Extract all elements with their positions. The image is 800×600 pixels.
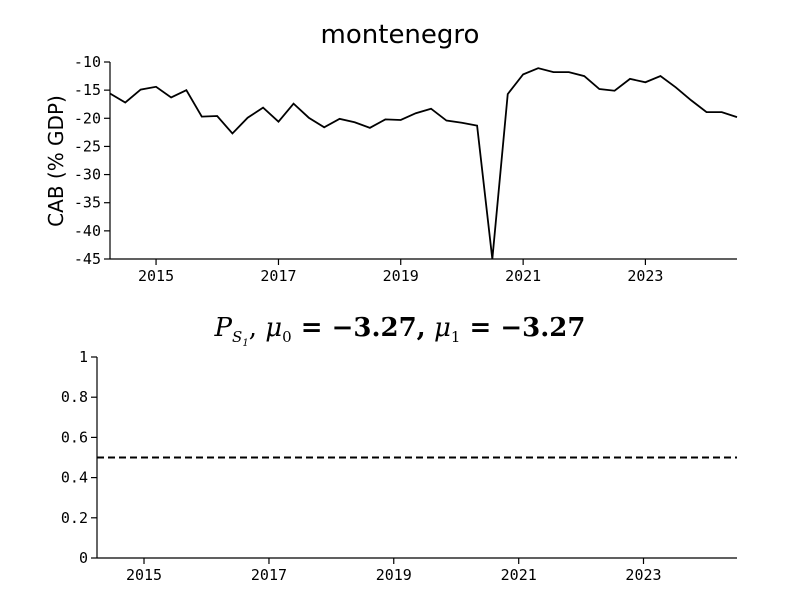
top-data-point — [155, 86, 157, 88]
top-data-point — [400, 119, 402, 121]
bottom-y-tick-label: 0.8 — [61, 388, 88, 406]
top-data-point — [140, 89, 142, 91]
top-data-point — [476, 125, 478, 127]
bottom-chart-x-ticks: 2015 2017 2019 2021 2023 — [126, 558, 662, 584]
top-data-point — [354, 121, 356, 123]
top-data-point — [384, 118, 386, 120]
top-data-point — [430, 108, 432, 110]
top-data-point — [170, 96, 172, 98]
top-data-point — [445, 120, 447, 122]
bottom-y-tick-label: 0 — [79, 549, 88, 567]
top-data-point — [644, 81, 646, 83]
top-data-point — [415, 112, 417, 114]
top-data-point — [598, 88, 600, 90]
top-data-point — [736, 116, 738, 118]
top-data-point — [537, 67, 539, 69]
top-data-point — [247, 117, 249, 119]
top-chart-y-axis-label: CAB (% GDP) — [44, 95, 68, 227]
top-data-point — [231, 132, 233, 134]
top-y-tick-label: -10 — [74, 53, 101, 71]
top-data-point — [323, 126, 325, 128]
top-x-tick-label: 2023 — [627, 267, 663, 285]
top-y-tick-label: -30 — [74, 166, 101, 184]
bottom-x-tick-label: 2019 — [376, 566, 412, 584]
top-y-tick-label: -35 — [74, 194, 101, 212]
title-mu1-sub: 1 — [451, 328, 461, 346]
top-data-point — [583, 75, 585, 77]
top-series-line — [109, 67, 738, 260]
top-data-point — [339, 118, 341, 120]
top-data-point — [706, 111, 708, 113]
top-data-point — [185, 89, 187, 91]
top-data-point — [614, 90, 616, 92]
top-data-point — [124, 102, 126, 104]
title-mu0: μ — [265, 313, 282, 343]
bottom-y-tick-label: 0.4 — [61, 469, 88, 487]
top-data-point — [690, 99, 692, 101]
top-data-point — [461, 122, 463, 124]
top-data-point — [293, 103, 295, 105]
top-x-tick-label: 2019 — [383, 267, 419, 285]
bottom-x-tick-label: 2017 — [251, 566, 287, 584]
top-chart: montenegro CAB (% GDP) -10 -15 -20 -25 -30 -3… — [44, 20, 738, 285]
top-data-point — [201, 116, 203, 118]
bottom-chart: PS1, μ0 = −3.27, μ1 = −3.27 0 0.2 0.4 0.6 0.… — [61, 313, 737, 584]
bottom-y-tick-label: 0.6 — [61, 428, 88, 446]
title-sub-s: S — [232, 328, 242, 346]
top-data-point — [491, 258, 493, 260]
top-data-point — [721, 111, 723, 113]
top-data-point — [109, 93, 111, 95]
top-chart-series — [109, 67, 738, 260]
title-p: P — [214, 313, 233, 343]
bottom-y-tick-label: 0.2 — [61, 509, 88, 527]
bottom-x-tick-label: 2015 — [126, 566, 162, 584]
title-mu0-sub: 0 — [282, 328, 292, 346]
top-x-tick-label: 2015 — [138, 267, 174, 285]
title-sub-s1: 1 — [242, 338, 248, 349]
bottom-chart-y-ticks: 0 0.2 0.4 0.6 0.8 1 — [61, 348, 97, 567]
top-data-point — [659, 75, 661, 77]
top-data-point — [262, 107, 264, 109]
top-data-point — [369, 127, 371, 129]
top-data-point — [675, 86, 677, 88]
title-mu1: μ — [434, 313, 451, 343]
top-data-point — [277, 121, 279, 123]
top-y-tick-label: -40 — [74, 222, 101, 240]
top-data-point — [522, 73, 524, 75]
top-data-point — [552, 71, 554, 73]
bottom-x-tick-label: 2021 — [501, 566, 537, 584]
top-data-point — [629, 78, 631, 80]
top-x-tick-label: 2021 — [505, 267, 541, 285]
top-data-point — [308, 117, 310, 119]
top-chart-x-ticks: 2015 2017 2019 2021 2023 — [138, 259, 663, 285]
bottom-y-tick-label: 1 — [79, 348, 88, 366]
top-data-point — [507, 93, 509, 95]
top-data-point — [568, 71, 570, 73]
top-y-tick-label: -45 — [74, 250, 101, 268]
top-y-tick-label: -20 — [74, 109, 101, 127]
bottom-x-tick-label: 2023 — [625, 566, 661, 584]
top-data-point — [216, 115, 218, 117]
top-chart-title: montenegro — [321, 20, 480, 50]
bottom-chart-title: PS1, μ0 = −3.27, μ1 = −3.27 — [214, 313, 586, 349]
top-x-tick-label: 2017 — [260, 267, 296, 285]
top-chart-y-ticks: -10 -15 -20 -25 -30 -35 -40 -45 — [74, 53, 110, 268]
title-mu1-value: = −3.27 — [470, 313, 586, 343]
top-y-tick-label: -15 — [74, 81, 101, 99]
top-y-tick-label: -25 — [74, 137, 101, 155]
title-mu0-value: = −3.27, — [301, 313, 426, 343]
